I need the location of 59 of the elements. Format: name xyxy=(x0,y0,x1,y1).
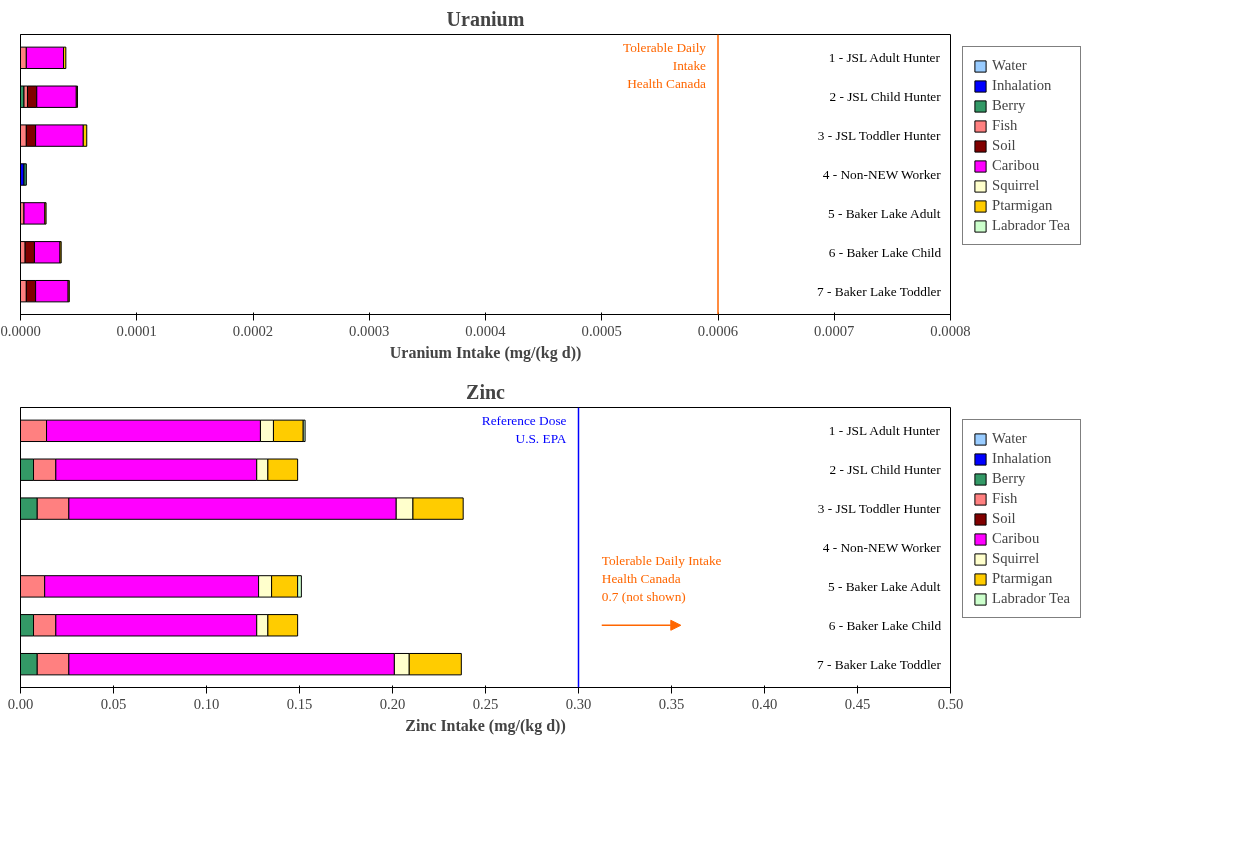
y-tick-label: 7 - Baker Lake Toddler xyxy=(817,656,942,672)
y-tick-label: 7 - Baker Lake Toddler xyxy=(817,283,942,299)
x-tick-label: 0.0003 xyxy=(349,322,390,339)
x-tick-label: 0.10 xyxy=(193,695,220,712)
y-tick-label: 2 - JSL Child Hunter xyxy=(829,462,942,478)
x-tick-label: 0.0006 xyxy=(697,322,739,339)
x-tick-label: 0.30 xyxy=(565,695,592,712)
chart-title: Zinc xyxy=(466,380,506,403)
x-tick-label: 0.0008 xyxy=(930,322,971,339)
x-axis-title: Uranium Intake (mg/(kg d)) xyxy=(389,343,582,362)
chart-title: Uranium xyxy=(446,7,525,30)
legend-label: Water xyxy=(992,57,1027,74)
y-tick-label: 3 - JSL Toddler Hunter xyxy=(817,128,942,144)
x-tick-label: 0.0001 xyxy=(116,322,157,339)
x-axis-title: Zinc Intake (mg/(kg d)) xyxy=(405,716,566,735)
legend-label: Squirrel xyxy=(992,550,1040,567)
y-tick-label: 1 - JSL Adult Hunter xyxy=(828,423,941,439)
x-tick-label: 0.50 xyxy=(937,695,964,712)
y-tick-label: 2 - JSL Child Hunter xyxy=(829,89,942,105)
legend-label: Inhalation xyxy=(992,450,1052,467)
x-tick-label: 0.25 xyxy=(472,695,499,712)
legend-label: Soil xyxy=(992,137,1016,154)
x-tick-label: 0.40 xyxy=(751,695,778,712)
legend-label: Fish xyxy=(992,490,1018,507)
y-tick-label: 6 - Baker Lake Child xyxy=(828,244,942,260)
legend-label: Labrador Tea xyxy=(992,590,1071,607)
legend-label: Berry xyxy=(992,470,1026,487)
y-tick-label: 5 - Baker Lake Adult xyxy=(827,578,941,594)
x-tick-label: 0.15 xyxy=(286,695,313,712)
legend-label: Soil xyxy=(992,510,1016,527)
ref-line-label: Tolerable Daily Intake Health Canada xyxy=(622,40,707,92)
ref-line-label: Reference Dose U.S. EPA xyxy=(481,413,567,447)
legend-label: Inhalation xyxy=(992,77,1052,94)
y-tick-label: 5 - Baker Lake Adult xyxy=(827,205,941,221)
legend-label: Caribou xyxy=(992,157,1040,174)
annotation: Tolerable Daily Intake Health Canada 0.7 (not shown) xyxy=(601,553,722,605)
x-tick-label: 0.20 xyxy=(379,695,406,712)
x-tick-label: 0.00 xyxy=(7,695,34,712)
x-tick-label: 0.0007 xyxy=(814,322,855,339)
x-tick-label: 0.0005 xyxy=(581,322,622,339)
legend-label: Caribou xyxy=(992,530,1040,547)
legend-label: Fish xyxy=(992,117,1018,134)
legend-label: Ptarmigan xyxy=(992,197,1053,214)
y-tick-label: 1 - JSL Adult Hunter xyxy=(828,50,941,66)
y-tick-label: 4 - Non-NEW Worker xyxy=(822,540,942,555)
y-tick-label: 3 - JSL Toddler Hunter xyxy=(817,501,942,517)
legend-label: Squirrel xyxy=(992,177,1040,194)
x-tick-label: 0.05 xyxy=(100,695,127,712)
x-tick-label: 0.0000 xyxy=(0,322,41,339)
y-tick-label: 6 - Baker Lake Child xyxy=(828,617,942,633)
legend-label: Water xyxy=(992,430,1027,447)
x-tick-label: 0.0002 xyxy=(232,322,274,339)
legend-label: Labrador Tea xyxy=(992,217,1071,234)
legend-label: Ptarmigan xyxy=(992,570,1053,587)
x-tick-label: 0.45 xyxy=(844,695,871,712)
x-tick-label: 0.35 xyxy=(658,695,685,712)
x-tick-label: 0.0004 xyxy=(465,322,507,339)
legend-label: Berry xyxy=(992,97,1026,114)
y-tick-label: 4 - Non-NEW Worker xyxy=(822,167,942,182)
